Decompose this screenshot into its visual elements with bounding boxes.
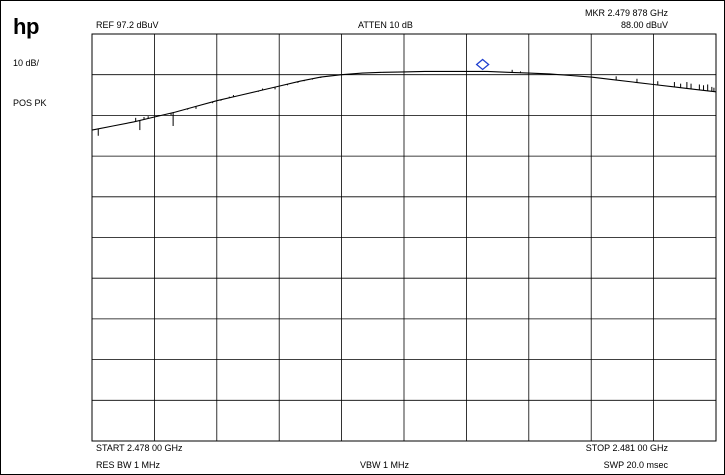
attenuation-label: ATTEN 10 dB [358,20,413,30]
spectrum-trace-line [91,70,717,131]
resolution-bandwidth-label: RES BW 1 MHz [96,460,161,470]
scale-label: 10 dB/ [13,58,40,68]
start-frequency-label: START 2.478 00 GHz [96,443,183,453]
hp-logo: hp [13,14,39,39]
video-bandwidth-label: VBW 1 MHz [360,460,410,470]
detector-label: POS PK [13,98,47,108]
marker-frequency-label: MKR 2.479 878 GHz [584,8,668,18]
stop-frequency-label: STOP 2.481 00 GHz [585,443,668,453]
sweep-time-label: SWP 20.0 msec [603,460,668,470]
marker-level-label: 88.00 dBuV [620,20,668,30]
marker-diamond-icon [475,58,490,71]
ref-level-label: REF 97.2 dBuV [96,20,159,30]
